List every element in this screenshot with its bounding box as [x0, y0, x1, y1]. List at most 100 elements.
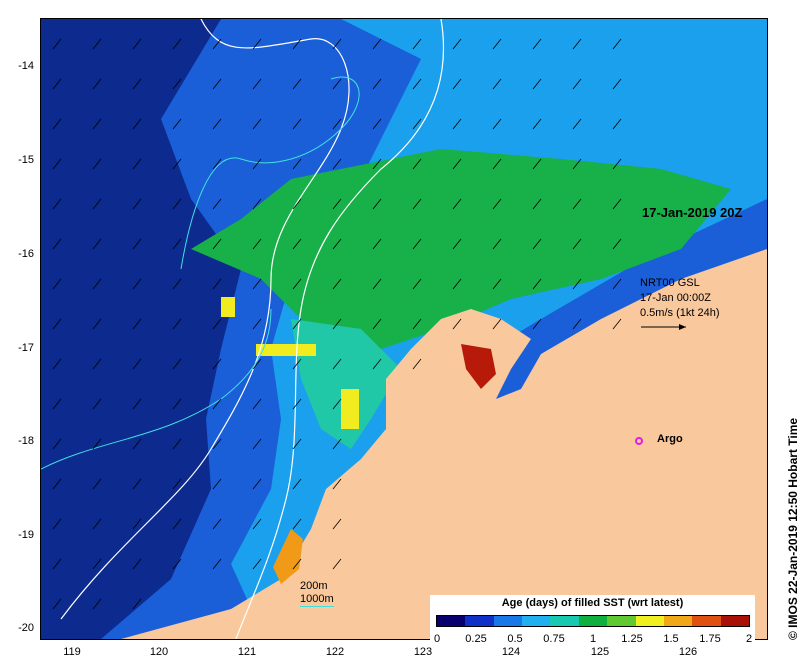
- current-vector: [332, 278, 342, 290]
- colorbar-tick: 0.75: [543, 633, 565, 645]
- colorbar-tick: 0: [433, 633, 441, 645]
- current-vector: [172, 158, 182, 170]
- current-vector: [172, 38, 182, 50]
- current-vector: [492, 158, 502, 170]
- current-vector: [92, 478, 102, 490]
- current-vector: [252, 558, 262, 570]
- current-vector: [172, 238, 182, 250]
- current-vector: [452, 278, 462, 290]
- orange-coast: [273, 529, 303, 584]
- current-vector: [412, 278, 422, 290]
- current-vector: [212, 438, 222, 450]
- vector-time: 17-Jan 00:00Z: [640, 292, 711, 304]
- current-vector: [52, 518, 62, 530]
- x-tick-label: 126: [678, 646, 698, 658]
- vector-scale: 0.5m/s (1kt 24h): [640, 307, 720, 319]
- current-vector: [52, 238, 62, 250]
- colorbar-segment: [692, 616, 721, 626]
- current-vector: [132, 318, 142, 330]
- current-vector: [52, 558, 62, 570]
- current-vector: [52, 598, 62, 610]
- contour-200m-west: [41, 308, 272, 470]
- current-vector: [412, 38, 422, 50]
- current-vector: [172, 518, 182, 530]
- current-vector: [332, 78, 342, 90]
- current-vector: [492, 318, 502, 330]
- colorbar-segment: [635, 616, 664, 626]
- colorbar-tick: 1: [589, 633, 597, 645]
- current-vector: [412, 78, 422, 90]
- current-vector: [172, 558, 182, 570]
- current-vector: [172, 318, 182, 330]
- current-vector: [452, 238, 462, 250]
- current-vector: [52, 38, 62, 50]
- current-vector: [92, 278, 102, 290]
- imos-credit: © IMOS 22-Jan-2019 12:50 Hobart Time: [786, 417, 800, 640]
- yellow-patch-3: [341, 389, 359, 429]
- colorbar-tick: 1.75: [699, 633, 721, 645]
- current-vector: [252, 198, 262, 210]
- current-vector: [332, 158, 342, 170]
- current-vector: [212, 278, 222, 290]
- current-vector: [252, 358, 262, 370]
- contour-legend: 200m 1000m: [300, 580, 334, 607]
- current-vector: [572, 318, 582, 330]
- current-vector: [212, 318, 222, 330]
- contour-1000m-label: 1000m: [300, 593, 334, 607]
- current-vector: [132, 558, 142, 570]
- colorbar-tick: 2: [745, 633, 753, 645]
- current-vector: [212, 238, 222, 250]
- current-vector: [132, 238, 142, 250]
- current-vector: [92, 398, 102, 410]
- current-vector: [572, 38, 582, 50]
- current-vector: [92, 118, 102, 130]
- current-vector: [372, 38, 382, 50]
- current-vector: [292, 78, 302, 90]
- current-vector: [412, 238, 422, 250]
- contour-200m: [180, 76, 360, 270]
- colorbar-segment: [663, 616, 693, 626]
- current-vector: [292, 158, 302, 170]
- current-vector: [92, 238, 102, 250]
- current-vector: [212, 518, 222, 530]
- current-vector: [92, 318, 102, 330]
- colorbar-segment: [465, 616, 494, 626]
- current-vector: [252, 478, 262, 490]
- current-vector: [92, 358, 102, 370]
- current-vector: [532, 238, 542, 250]
- current-vector: [132, 118, 142, 130]
- current-vector: [492, 78, 502, 90]
- colorbar-tick: 0.25: [465, 633, 487, 645]
- current-vector: [292, 238, 302, 250]
- current-vector: [532, 198, 542, 210]
- red-inlet: [461, 344, 496, 389]
- current-vector: [452, 158, 462, 170]
- current-vector: [532, 158, 542, 170]
- colorbar-tick: 1.25: [621, 633, 643, 645]
- current-vector: [492, 238, 502, 250]
- current-vector: [292, 278, 302, 290]
- current-vector: [332, 38, 342, 50]
- current-vector: [172, 398, 182, 410]
- current-vector: [92, 518, 102, 530]
- current-vector: [412, 358, 422, 370]
- current-vector: [172, 438, 182, 450]
- argo-float-marker[interactable]: [635, 437, 643, 445]
- current-vector: [292, 358, 302, 370]
- current-vector: [292, 38, 302, 50]
- current-vector: [52, 198, 62, 210]
- current-vector: [572, 78, 582, 90]
- current-vector: [292, 478, 302, 490]
- current-vector: [92, 78, 102, 90]
- contour-1000m-inner: [235, 19, 445, 639]
- y-tick-label: -14: [18, 60, 34, 72]
- current-vector: [612, 238, 622, 250]
- current-vector: [52, 478, 62, 490]
- x-tick-label: 125: [590, 646, 610, 658]
- x-tick-label: 124: [501, 646, 521, 658]
- current-vector: [212, 118, 222, 130]
- vector-source: NRT00 GSL: [640, 277, 700, 289]
- map-panel[interactable]: [40, 18, 768, 640]
- contour-1000m: [60, 19, 350, 620]
- current-vector: [372, 238, 382, 250]
